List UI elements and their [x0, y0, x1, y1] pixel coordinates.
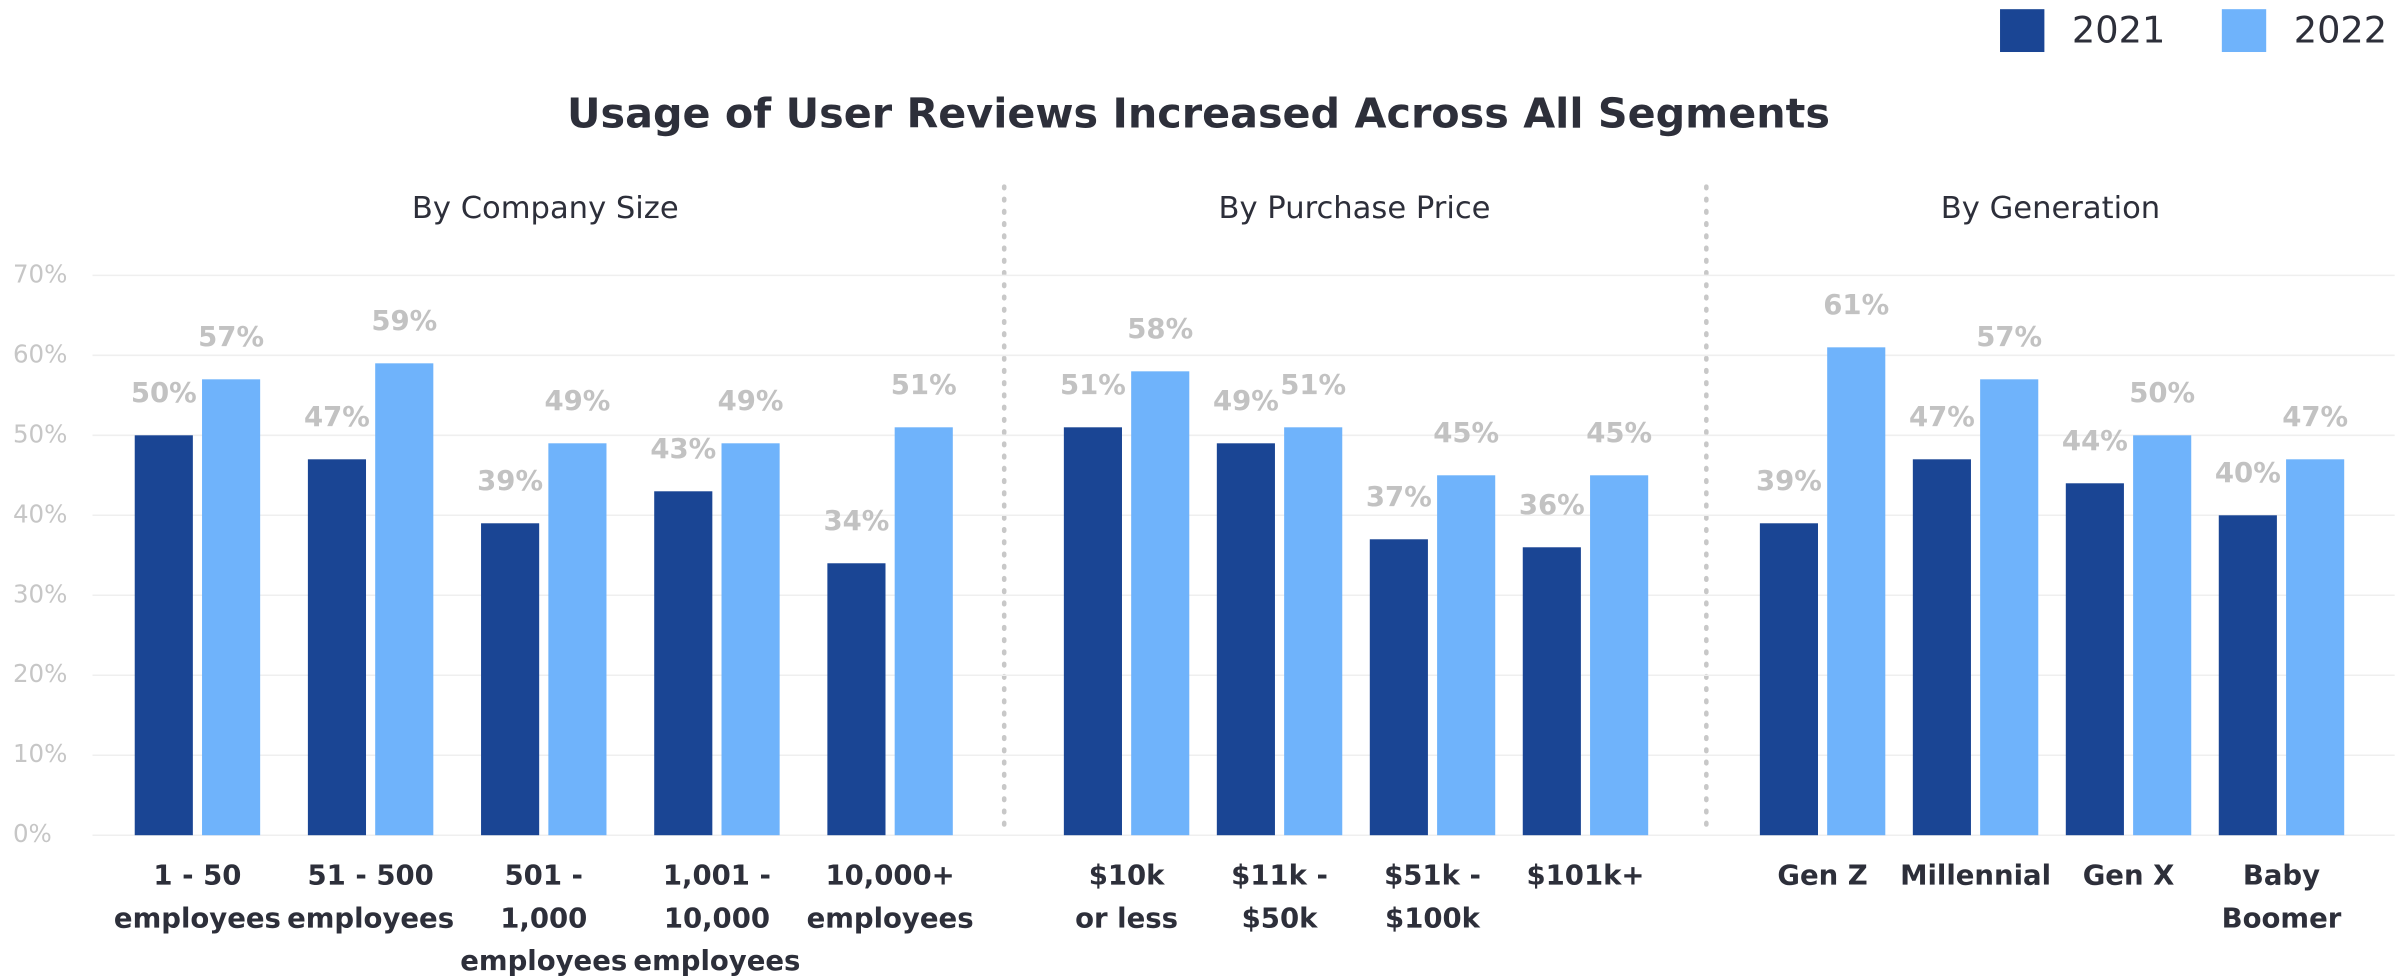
x-tick-label: Baby Boomer [2222, 860, 2342, 935]
value-label: 43% [650, 433, 716, 465]
legend-label: 2021 [2072, 9, 2165, 52]
y-tick-label: 60% [13, 339, 67, 368]
bar [654, 491, 713, 836]
chart-title: Usage of User Reviews Increased Across A… [567, 89, 1830, 137]
x-tick-label: 10,000+ employees [807, 860, 974, 935]
value-label: 49% [544, 385, 610, 417]
y-tick-label: 70% [13, 259, 67, 288]
x-tick-label: 1 - 50 employees [114, 860, 281, 935]
x-tick-label: 51 - 500 employees [287, 860, 454, 935]
y-tick-label: 0% [13, 819, 52, 848]
value-label: 40% [2215, 457, 2281, 489]
y-tick-label: 40% [13, 499, 67, 528]
value-label: 58% [1127, 313, 1193, 345]
bar [1912, 459, 1971, 836]
x-tick-label: Gen Z [1777, 860, 1867, 892]
y-tick-label: 50% [13, 419, 67, 448]
value-label: 57% [1976, 321, 2042, 353]
bar [481, 523, 540, 836]
value-label: 51% [1060, 369, 1126, 401]
x-tick-label: 501 -1,000 employees [460, 860, 627, 978]
bar [202, 379, 261, 836]
x-tick-label: $101k+ [1527, 860, 1645, 892]
value-label: 49% [718, 385, 784, 417]
value-label: 47% [1909, 401, 1975, 433]
value-label: 45% [1433, 417, 1499, 449]
bar [134, 435, 193, 836]
value-label: 51% [1280, 369, 1346, 401]
subtitle: By Purchase Price [1219, 191, 1491, 226]
bar [1063, 427, 1122, 836]
bar [1284, 427, 1343, 836]
bar [1759, 523, 1818, 836]
value-label: 37% [1366, 481, 1432, 513]
bar [1522, 547, 1581, 836]
subtitle: By Company Size [412, 191, 679, 226]
x-tick-label: $51k -$100k [1384, 860, 1481, 935]
value-label: 36% [1519, 489, 1585, 521]
value-label: 39% [1756, 465, 1822, 497]
bar [1437, 475, 1496, 836]
x-tick-label: 1,001 -10,000 employees [633, 860, 800, 978]
value-label: 57% [198, 321, 264, 353]
value-label: 49% [1213, 385, 1279, 417]
bar [1980, 379, 2039, 836]
value-label: 45% [1586, 417, 1652, 449]
value-label: 47% [2282, 401, 2348, 433]
bar [1131, 371, 1190, 836]
y-tick-label: 20% [13, 659, 67, 688]
value-label: 50% [131, 377, 197, 409]
bar [827, 563, 886, 836]
value-label: 50% [2129, 377, 2195, 409]
bar [2133, 435, 2192, 836]
value-label: 47% [304, 401, 370, 433]
x-tick-label: $11k -$50k [1231, 860, 1328, 935]
subtitle: By Generation [1941, 191, 2160, 226]
bar [1369, 539, 1428, 836]
bar [721, 443, 780, 836]
bar [2065, 483, 2124, 836]
x-tick-label: $10k or less [1075, 860, 1178, 935]
value-label: 44% [2062, 425, 2128, 457]
value-label: 51% [891, 369, 957, 401]
bar [1216, 443, 1275, 836]
legend-swatch [2000, 9, 2045, 53]
x-tick-label: Millennial [1900, 860, 2051, 892]
bar [2286, 459, 2345, 836]
bar [894, 427, 953, 836]
bar [307, 459, 367, 836]
x-tick-label: Gen X [2083, 860, 2175, 892]
y-tick-label: 10% [13, 739, 67, 768]
value-label: 61% [1823, 289, 1889, 321]
y-tick-label: 30% [13, 579, 67, 608]
bar [2218, 515, 2277, 836]
value-label: 39% [477, 465, 543, 497]
legend-label: 2022 [2294, 9, 2387, 52]
bar [1827, 347, 1886, 836]
bar [548, 443, 607, 836]
value-label: 59% [371, 305, 437, 337]
value-label: 34% [823, 505, 889, 537]
bar [1590, 475, 1649, 836]
bar [375, 363, 434, 836]
legend-swatch [2221, 9, 2267, 53]
